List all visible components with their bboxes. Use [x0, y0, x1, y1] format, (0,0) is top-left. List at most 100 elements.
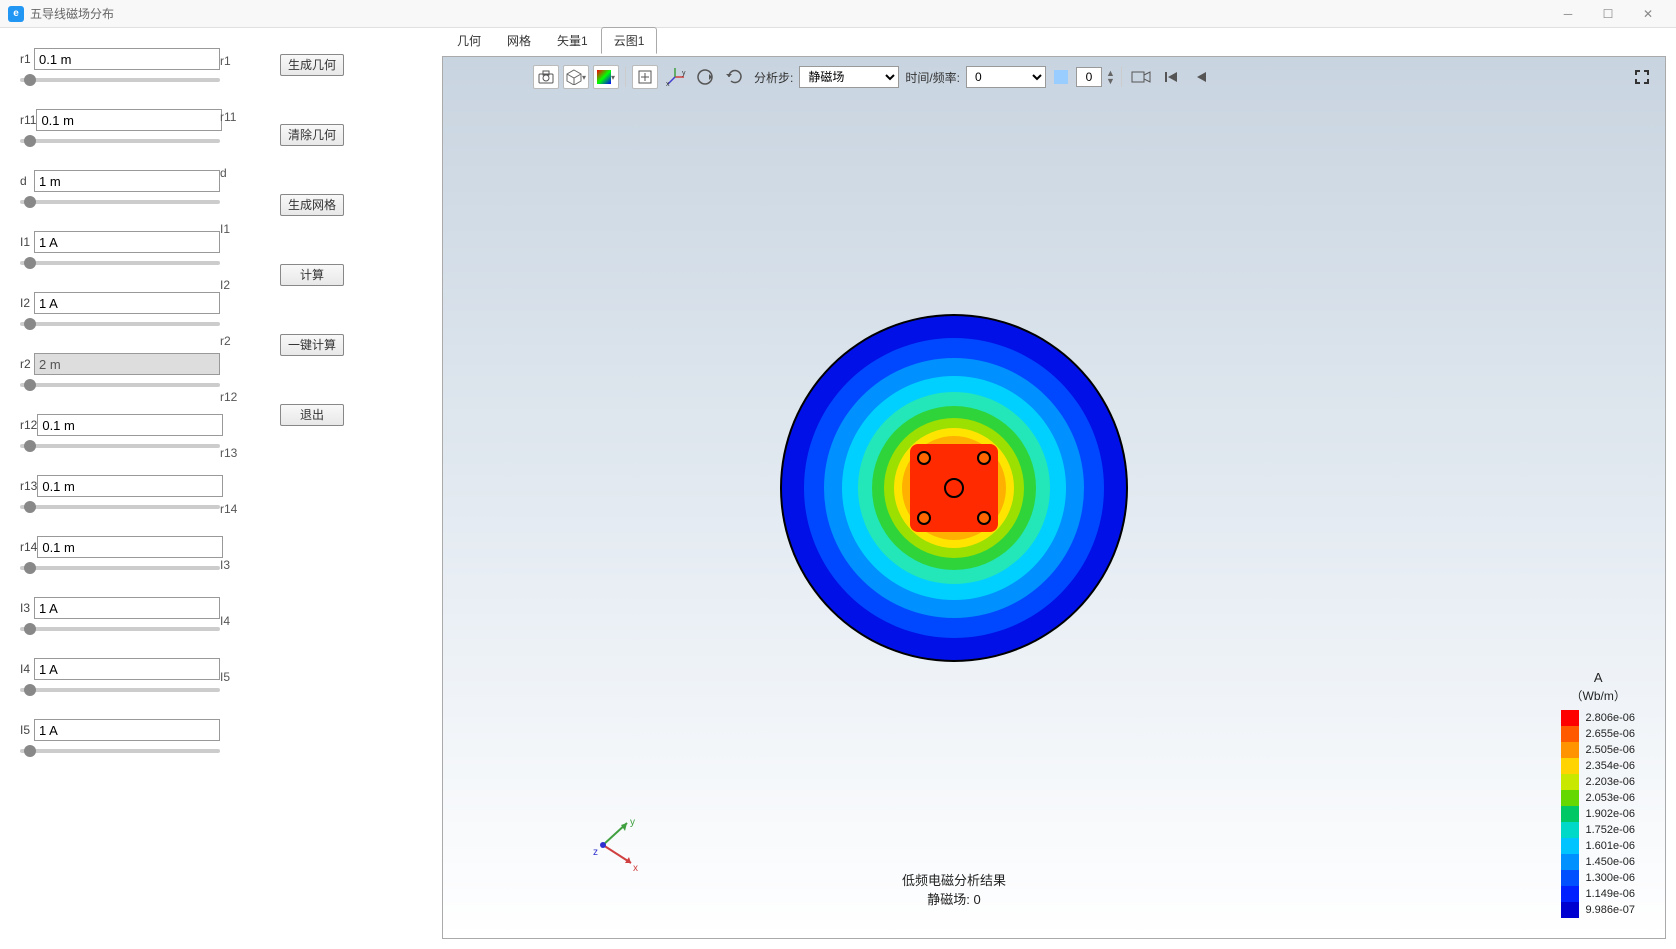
param-slider-r1[interactable] [20, 78, 220, 82]
param-input-I1[interactable] [34, 231, 220, 253]
clear-geometry-button[interactable]: 清除几何 [280, 124, 344, 146]
svg-text:z: z [593, 847, 598, 858]
time-freq-select[interactable]: 0 [966, 66, 1046, 88]
fit-view-icon[interactable] [632, 65, 658, 89]
readback-I5: I5 [220, 670, 280, 726]
param-label: r14 [20, 540, 37, 554]
param-input-I2[interactable] [34, 292, 220, 314]
legend-chip-8 [1561, 838, 1579, 854]
generate-mesh-button[interactable]: 生成网格 [280, 194, 344, 216]
spin-updown[interactable]: ▲▼ [1106, 69, 1115, 85]
axes-toggle-icon[interactable]: yx [662, 65, 688, 89]
skip-start-icon[interactable] [1158, 65, 1184, 89]
close-button[interactable]: ✕ [1628, 0, 1668, 28]
legend-label-1: 2.655e-06 [1585, 726, 1635, 742]
param-label: r11 [20, 113, 36, 127]
actions-column: 生成几何 清除几何 生成网格 计算 一键计算 退出 [280, 48, 370, 929]
legend-label-11: 1.149e-06 [1585, 886, 1635, 902]
params-column: r1r11dI1I2r2r12r13r14I3I4I5 [20, 48, 220, 929]
readback-column: r1r11dI1I2r2r12r13r14I3I4I5 [220, 48, 280, 929]
param-input-I3[interactable] [34, 597, 220, 619]
tab-几何[interactable]: 几何 [444, 27, 494, 54]
legend-label-9: 1.450e-06 [1585, 854, 1635, 870]
fullscreen-icon[interactable] [1629, 65, 1655, 89]
param-label: I2 [20, 296, 34, 310]
param-row-r2: r2 [20, 353, 220, 390]
tabs: 几何网格矢量1云图1 [440, 28, 1676, 54]
compute-button[interactable]: 计算 [280, 264, 344, 286]
plot-area[interactable]: x y z 低频电磁分析结果 静磁场: 0 A （Wb/m） [443, 97, 1665, 938]
param-slider-I4[interactable] [20, 688, 220, 692]
param-label: I3 [20, 601, 34, 615]
param-input-r2 [34, 353, 220, 375]
rotate-icon[interactable] [692, 65, 718, 89]
legend-chip-11 [1561, 886, 1579, 902]
tab-云图1[interactable]: 云图1 [601, 27, 658, 54]
legend-chip-5 [1561, 790, 1579, 806]
conductor-1 [977, 451, 991, 465]
record-icon[interactable] [1128, 65, 1154, 89]
param-slider-r11[interactable] [20, 139, 220, 143]
readback-I4: I4 [220, 614, 280, 670]
frame-spin[interactable] [1076, 67, 1102, 87]
param-slider-I2[interactable] [20, 322, 220, 326]
param-row-I1: I1 [20, 231, 220, 268]
refresh-icon[interactable] [722, 65, 748, 89]
viewport-toolbar: ▾ ▾ yx 分析步: 静磁场 时间/频率: 0 ▲▼ [533, 63, 1655, 91]
readback-r2: r2 [220, 334, 280, 390]
legend-chip-7 [1561, 822, 1579, 838]
window-title: 五导线磁场分布 [30, 5, 1548, 22]
conductor-0 [917, 451, 931, 465]
param-input-r12[interactable] [37, 414, 223, 436]
right-panel: 几何网格矢量1云图1 ▾ ▾ yx 分析步: 静磁场 时间/频率: 0 ▲▼ [440, 28, 1676, 949]
svg-text:x: x [666, 81, 670, 88]
camera-icon[interactable] [533, 65, 559, 89]
param-slider-d[interactable] [20, 200, 220, 204]
legend-label-0: 2.806e-06 [1585, 710, 1635, 726]
param-slider-r12[interactable] [20, 444, 220, 448]
readback-r11: r11 [220, 110, 280, 166]
param-input-r11[interactable] [36, 109, 222, 131]
one-click-compute-button[interactable]: 一键计算 [280, 334, 344, 356]
cube-icon[interactable]: ▾ [563, 65, 589, 89]
exit-button[interactable]: 退出 [280, 404, 344, 426]
param-row-r11: r11 [20, 109, 220, 146]
center-conductor [944, 478, 964, 498]
param-input-d[interactable] [34, 170, 220, 192]
param-input-r1[interactable] [34, 48, 220, 70]
tab-矢量1[interactable]: 矢量1 [544, 27, 601, 54]
param-slider-r13[interactable] [20, 505, 220, 509]
param-slider-r14[interactable] [20, 566, 220, 570]
legend-chip-6 [1561, 806, 1579, 822]
color-chip-icon[interactable] [1054, 70, 1068, 84]
analysis-step-select[interactable]: 静磁场 [799, 66, 899, 88]
param-input-I4[interactable] [34, 658, 220, 680]
left-panel: r1r11dI1I2r2r12r13r14I3I4I5 r1r11dI1I2r2… [0, 28, 440, 949]
separator [625, 67, 626, 87]
legend-label-3: 2.354e-06 [1585, 758, 1635, 774]
legend-label-5: 2.053e-06 [1585, 790, 1635, 806]
colormap-icon[interactable]: ▾ [593, 65, 619, 89]
titlebar: e 五导线磁场分布 ─ ☐ ✕ [0, 0, 1676, 28]
separator [1121, 67, 1122, 87]
conductor-3 [977, 511, 991, 525]
param-slider-I3[interactable] [20, 627, 220, 631]
minimize-button[interactable]: ─ [1548, 0, 1588, 28]
param-slider-I5[interactable] [20, 749, 220, 753]
caption-line1: 低频电磁分析结果 [902, 870, 1006, 889]
tab-网格[interactable]: 网格 [494, 27, 544, 54]
param-input-I5[interactable] [34, 719, 220, 741]
maximize-button[interactable]: ☐ [1588, 0, 1628, 28]
legend-chip-10 [1561, 870, 1579, 886]
param-input-r13[interactable] [37, 475, 223, 497]
readback-r14: r14 [220, 502, 280, 558]
param-slider-I1[interactable] [20, 261, 220, 265]
param-slider-r2[interactable] [20, 383, 220, 387]
param-row-d: d [20, 170, 220, 207]
legend-chip-1 [1561, 726, 1579, 742]
param-label: I5 [20, 723, 34, 737]
play-back-icon[interactable] [1188, 65, 1214, 89]
param-input-r14[interactable] [37, 536, 223, 558]
param-label: I4 [20, 662, 34, 676]
generate-geometry-button[interactable]: 生成几何 [280, 54, 344, 76]
